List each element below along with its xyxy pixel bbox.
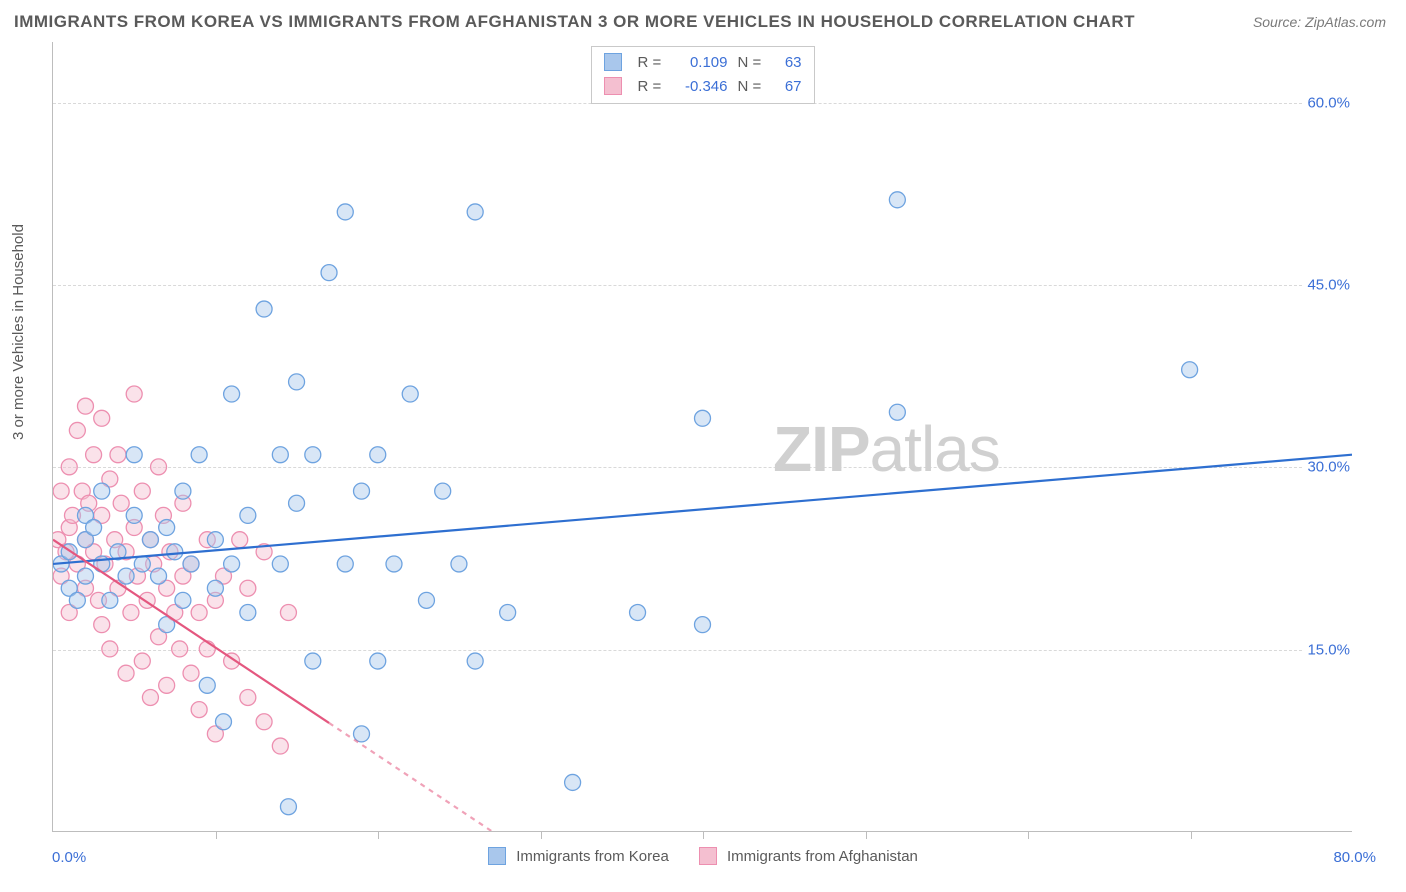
y-axis-label: 3 or more Vehicles in Household (10, 224, 27, 440)
legend-item-korea: Immigrants from Korea (488, 848, 669, 866)
x-tick (216, 831, 217, 839)
correlation-legend: R = 0.109 N = 63 R = -0.346 N = 67 (591, 46, 815, 104)
r-value-korea: 0.109 (674, 51, 728, 75)
r-label: R = (638, 75, 664, 99)
legend-swatch-korea (604, 53, 622, 71)
x-tick (541, 831, 542, 839)
r-value-afghanistan: -0.346 (674, 75, 728, 99)
x-tick (866, 831, 867, 839)
legend-item-afghanistan: Immigrants from Afghanistan (699, 848, 918, 866)
legend-row-afghanistan: R = -0.346 N = 67 (604, 75, 802, 99)
n-value-korea: 63 (774, 51, 802, 75)
x-tick (1191, 831, 1192, 839)
plot-area: R = 0.109 N = 63 R = -0.346 N = 67 ZIPat… (52, 42, 1352, 832)
legend-row-korea: R = 0.109 N = 63 (604, 51, 802, 75)
x-tick (378, 831, 379, 839)
chart-svg (53, 42, 1352, 831)
x-tick (703, 831, 704, 839)
n-label: N = (738, 51, 764, 75)
legend-swatch-afghanistan (604, 77, 622, 95)
series-legend: Immigrants from Korea Immigrants from Af… (0, 848, 1406, 866)
n-value-afghanistan: 67 (774, 75, 802, 99)
legend-label-korea: Immigrants from Korea (516, 848, 669, 865)
legend-swatch-korea (488, 847, 506, 865)
chart-title: IMMIGRANTS FROM KOREA VS IMMIGRANTS FROM… (14, 12, 1135, 32)
source-attribution: Source: ZipAtlas.com (1253, 14, 1386, 30)
n-label: N = (738, 75, 764, 99)
r-label: R = (638, 51, 664, 75)
x-tick (1028, 831, 1029, 839)
legend-label-afghanistan: Immigrants from Afghanistan (727, 848, 918, 865)
legend-swatch-afghanistan (699, 847, 717, 865)
